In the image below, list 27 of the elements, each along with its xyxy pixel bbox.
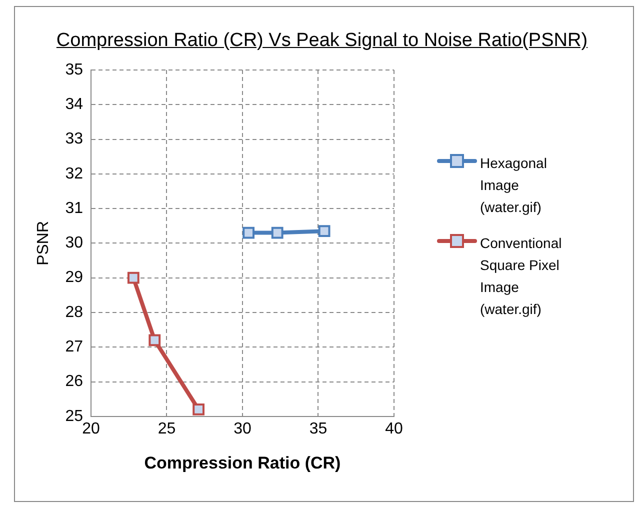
y-tick-label: 27 xyxy=(65,338,84,356)
y-tick-label: 32 xyxy=(65,165,84,182)
chart-title: Compression Ratio (CR) Vs Peak Signal to Noise Ratio(PSNR) xyxy=(55,30,589,52)
legend-label: Hexagonal Image (water.gif) xyxy=(480,154,548,217)
y-tick-label: 33 xyxy=(65,130,84,148)
point xyxy=(148,334,161,346)
y-tick-label: 35 xyxy=(65,61,84,78)
legend-label: Conventional Square Pixel Image (water.gif) xyxy=(480,234,563,319)
x-tick-label: 35 xyxy=(309,420,328,438)
y-tick-label: 34 xyxy=(65,96,84,114)
point xyxy=(192,404,205,416)
point xyxy=(242,226,255,239)
y-tick-label: 30 xyxy=(65,234,84,252)
x-tick-label: 25 xyxy=(158,420,176,438)
y-tick-label: 31 xyxy=(65,200,84,217)
y-tick-label: 28 xyxy=(65,304,84,321)
x-tick-label: 20 xyxy=(82,420,100,438)
point xyxy=(127,272,140,284)
y-tick-label: 26 xyxy=(65,373,84,390)
x-tick-label: 30 xyxy=(234,420,252,438)
x-axis-title: Compression Ratio (CR) xyxy=(144,453,341,472)
y-tick-label: 29 xyxy=(65,269,84,286)
x-tick-label: 40 xyxy=(385,420,403,438)
y-axis-title: PSNR xyxy=(35,220,52,266)
point xyxy=(318,225,330,238)
y-tick-label: 25 xyxy=(65,408,84,425)
point xyxy=(271,226,284,239)
